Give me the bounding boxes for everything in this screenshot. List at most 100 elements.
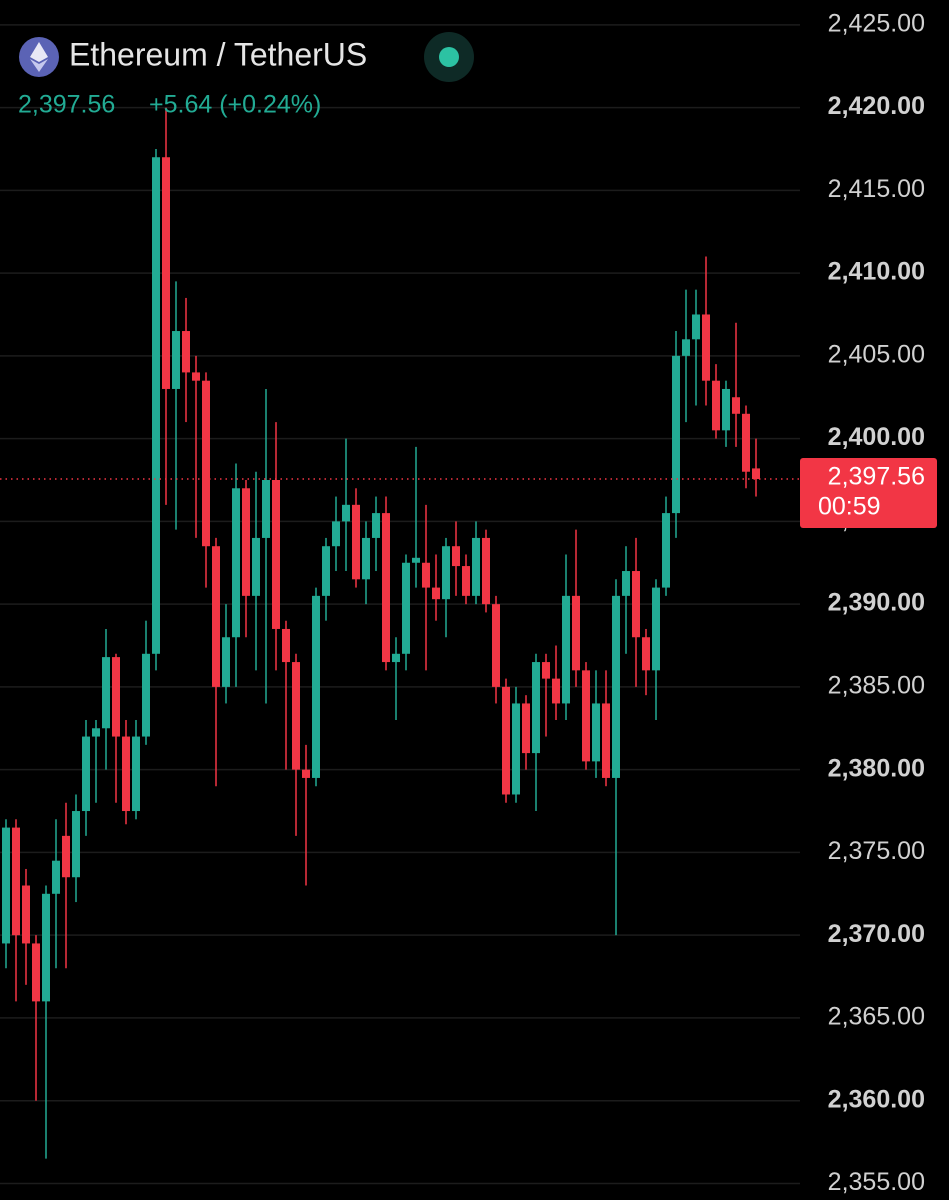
y-tick-label: 2,375.00 bbox=[828, 837, 925, 865]
candle-body bbox=[162, 157, 170, 389]
candle-body bbox=[562, 595, 570, 704]
candle-body bbox=[92, 728, 100, 737]
candle-body bbox=[592, 703, 600, 762]
candle-body bbox=[202, 380, 210, 547]
candle-body bbox=[662, 513, 670, 588]
candle-body bbox=[272, 480, 280, 629]
candle-body bbox=[372, 513, 380, 538]
candle-body bbox=[152, 157, 160, 654]
candle-body bbox=[582, 670, 590, 762]
y-tick-label: 2,380.00 bbox=[828, 754, 925, 782]
candle-body bbox=[102, 657, 110, 729]
header-change: +5.64 (+0.24%) bbox=[149, 91, 321, 119]
candle-body bbox=[632, 571, 640, 638]
y-tick-label: 2,370.00 bbox=[828, 920, 925, 948]
candle-body bbox=[332, 521, 340, 547]
candle-body bbox=[112, 657, 120, 737]
candle-body bbox=[712, 380, 720, 431]
candle-body bbox=[262, 480, 270, 538]
candle-body bbox=[82, 736, 90, 812]
candle-body bbox=[492, 604, 500, 687]
candle-body bbox=[42, 893, 50, 1002]
candle-body bbox=[472, 537, 480, 596]
candle-body bbox=[462, 566, 470, 596]
candle-body bbox=[432, 587, 440, 600]
candle-body bbox=[352, 504, 360, 580]
candle-body bbox=[452, 546, 460, 567]
y-tick-label: 2,410.00 bbox=[828, 258, 925, 286]
candle-body bbox=[552, 678, 560, 704]
candle-body bbox=[702, 314, 710, 381]
y-tick-label: 2,365.00 bbox=[828, 1003, 925, 1031]
candle-body bbox=[502, 686, 510, 795]
y-tick-label: 2,385.00 bbox=[828, 672, 925, 700]
candle-body bbox=[2, 827, 10, 944]
candle-body bbox=[382, 513, 390, 663]
candle-body bbox=[442, 546, 450, 600]
candle-body bbox=[342, 504, 350, 522]
header-price: 2,397.56 bbox=[18, 91, 115, 119]
status-dot bbox=[439, 47, 459, 67]
candles bbox=[2, 107, 760, 1159]
last-price-label: 2,397.56 bbox=[828, 463, 925, 491]
candle-body bbox=[612, 595, 620, 778]
candle-body bbox=[532, 662, 540, 754]
candle-body bbox=[392, 653, 400, 663]
eth-icon-bottom bbox=[30, 59, 48, 72]
candle-body bbox=[732, 397, 740, 414]
candle-body bbox=[542, 662, 550, 679]
candle-body bbox=[522, 703, 530, 754]
candle-body bbox=[292, 662, 300, 770]
candle-body bbox=[222, 637, 230, 687]
candle-body bbox=[312, 595, 320, 778]
candle-body bbox=[722, 388, 730, 431]
y-tick-label: 2,390.00 bbox=[828, 589, 925, 617]
eth-icon-top bbox=[30, 42, 48, 62]
candle-body bbox=[752, 468, 760, 480]
candle-body bbox=[402, 562, 410, 654]
candle-body bbox=[72, 811, 80, 878]
grid: 2,355.00 2,360.00 2,365.00 2,370.00 2,375.00… bbox=[0, 9, 925, 1196]
candle-body bbox=[642, 637, 650, 671]
candle-body bbox=[412, 557, 420, 563]
candle-body bbox=[22, 885, 30, 944]
candle-body bbox=[242, 488, 250, 596]
candle-body bbox=[52, 860, 60, 894]
candle-body bbox=[122, 736, 130, 812]
candle-body bbox=[322, 546, 330, 596]
candle-body bbox=[62, 835, 70, 878]
candle-body bbox=[282, 628, 290, 663]
candle-body bbox=[512, 703, 520, 795]
candle-body bbox=[572, 595, 580, 671]
candle-body bbox=[622, 571, 630, 596]
y-tick-label: 2,420.00 bbox=[828, 92, 925, 120]
candle-body bbox=[232, 488, 240, 638]
candle-body bbox=[742, 413, 750, 472]
candle-body bbox=[182, 331, 190, 373]
candle-body bbox=[652, 587, 660, 671]
y-tick-label: 2,400.00 bbox=[828, 423, 925, 451]
candle-body bbox=[12, 827, 20, 936]
y-tick-label: 2,425.00 bbox=[828, 9, 925, 37]
candle-body bbox=[302, 769, 310, 778]
y-tick-label: 2,360.00 bbox=[828, 1085, 925, 1113]
header: Ethereum / TetherUS 2,397.56 +5.64 (+0.2… bbox=[18, 32, 474, 119]
y-tick-label: 2,405.00 bbox=[828, 340, 925, 368]
last-price-box bbox=[800, 458, 937, 529]
candle-body bbox=[692, 314, 700, 340]
candle-body bbox=[252, 537, 260, 596]
candle-body bbox=[32, 943, 40, 1002]
y-tick-label: 2,415.00 bbox=[828, 175, 925, 203]
candle-body bbox=[672, 355, 680, 514]
candle-body bbox=[192, 372, 200, 381]
candle-body bbox=[212, 546, 220, 687]
candle-body bbox=[142, 653, 150, 737]
candle-body bbox=[132, 736, 140, 812]
candle-body bbox=[482, 537, 490, 605]
candle-body bbox=[682, 339, 690, 356]
symbol-title: Ethereum / TetherUS bbox=[69, 36, 367, 72]
